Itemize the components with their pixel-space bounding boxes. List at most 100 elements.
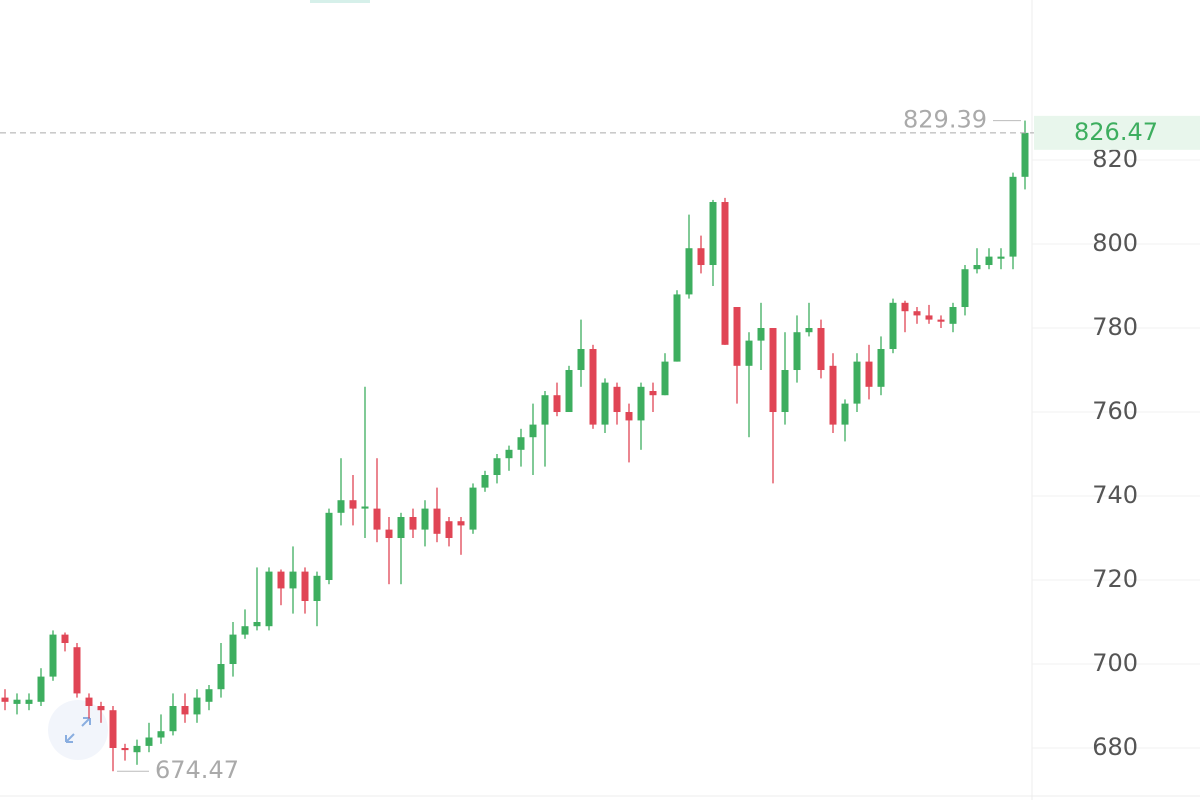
- candle-body: [541, 395, 549, 425]
- candle-body: [793, 332, 801, 371]
- candle-body: [457, 521, 465, 526]
- candle-body: [313, 575, 321, 602]
- candle-body: [601, 382, 609, 425]
- candle-body: [133, 745, 141, 753]
- candle-body: [97, 706, 105, 711]
- candle-body: [1021, 132, 1029, 177]
- candle-body: [385, 529, 393, 539]
- candle-body: [733, 307, 741, 366]
- candle-body: [709, 202, 717, 266]
- candle-body: [493, 458, 501, 476]
- candle-body: [253, 622, 261, 627]
- candle-body: [37, 676, 45, 702]
- candle-body: [73, 647, 81, 694]
- candle-body: [289, 571, 297, 589]
- candle-body: [505, 449, 513, 459]
- y-tick-label: 720: [1092, 565, 1138, 593]
- candle-body: [589, 349, 597, 425]
- candle-body: [625, 412, 633, 421]
- candle-body: [565, 370, 573, 413]
- candle-body: [481, 475, 489, 488]
- candle-body: [13, 699, 21, 704]
- candle-body: [829, 365, 837, 425]
- candle-body: [109, 710, 117, 749]
- y-tick-label: 680: [1092, 733, 1138, 761]
- candle-body: [745, 340, 753, 366]
- candle-body: [433, 508, 441, 534]
- last-price-box: [1034, 115, 1200, 150]
- candle-body: [553, 395, 561, 413]
- candle-body: [265, 571, 273, 627]
- candle-body: [25, 699, 33, 704]
- candle-body: [145, 737, 153, 746]
- candle-body: [685, 248, 693, 295]
- candle-body: [373, 508, 381, 530]
- candle-body: [361, 506, 369, 509]
- candle-body: [961, 269, 969, 308]
- expand-button[interactable]: [48, 700, 108, 760]
- candle-body: [349, 500, 357, 509]
- candle-body: [697, 248, 705, 266]
- candle-body: [61, 634, 69, 644]
- candle-body: [325, 512, 333, 581]
- candle-body: [805, 328, 813, 333]
- candle-body: [397, 517, 405, 539]
- candle-body: [721, 202, 729, 345]
- candle-body: [673, 294, 681, 362]
- candle-body: [409, 517, 417, 530]
- min-label: 674.47: [155, 756, 239, 784]
- candle-body: [925, 315, 933, 320]
- candle-body: [577, 349, 585, 371]
- candle-body: [169, 706, 177, 732]
- candle-body: [613, 386, 621, 413]
- candle-body: [157, 731, 165, 738]
- candle-body: [217, 664, 225, 690]
- y-tick-label: 800: [1092, 229, 1138, 257]
- candle-body: [781, 370, 789, 413]
- candle-body: [121, 748, 129, 751]
- candle-body: [985, 256, 993, 266]
- candle-body: [661, 361, 669, 396]
- candle-body: [85, 697, 93, 707]
- candle-body: [913, 311, 921, 316]
- candle-body: [301, 571, 309, 602]
- candle-body: [637, 386, 645, 421]
- candle-body: [997, 256, 1005, 259]
- expand-icon[interactable]: [65, 717, 91, 743]
- max-label: 829.39: [903, 106, 987, 134]
- candle-body: [1009, 176, 1017, 257]
- candle-body: [853, 361, 861, 404]
- candle-body: [865, 361, 873, 387]
- y-tick-label: 700: [1092, 649, 1138, 677]
- candle-body: [877, 349, 885, 387]
- candle-body: [181, 706, 189, 715]
- candle-body: [529, 424, 537, 438]
- y-tick-label: 760: [1092, 397, 1138, 425]
- candle-body: [193, 697, 201, 715]
- candle-body: [889, 302, 897, 350]
- candle-body: [901, 302, 909, 312]
- candle-body: [937, 319, 945, 322]
- candle-body: [277, 571, 285, 589]
- candle-body: [241, 626, 249, 635]
- expand-button-bg[interactable]: [48, 700, 108, 760]
- candle-body: [841, 403, 849, 425]
- candle-body: [445, 521, 453, 539]
- y-tick-label: 740: [1092, 481, 1138, 509]
- candle-body: [649, 391, 657, 396]
- candle-body: [469, 487, 477, 530]
- candle-body: [757, 328, 765, 341]
- candle-body: [817, 328, 825, 371]
- candle-body: [49, 634, 57, 677]
- top-tab-indicator: [310, 0, 370, 3]
- candle-body: [229, 634, 237, 665]
- y-tick-label: 780: [1092, 313, 1138, 341]
- candle-body: [769, 328, 777, 413]
- candle-body: [949, 307, 957, 324]
- candle-body: [205, 689, 213, 702]
- candle-body: [1, 697, 9, 702]
- last-price-label: 826.47: [1074, 118, 1158, 146]
- candle-body: [337, 500, 345, 513]
